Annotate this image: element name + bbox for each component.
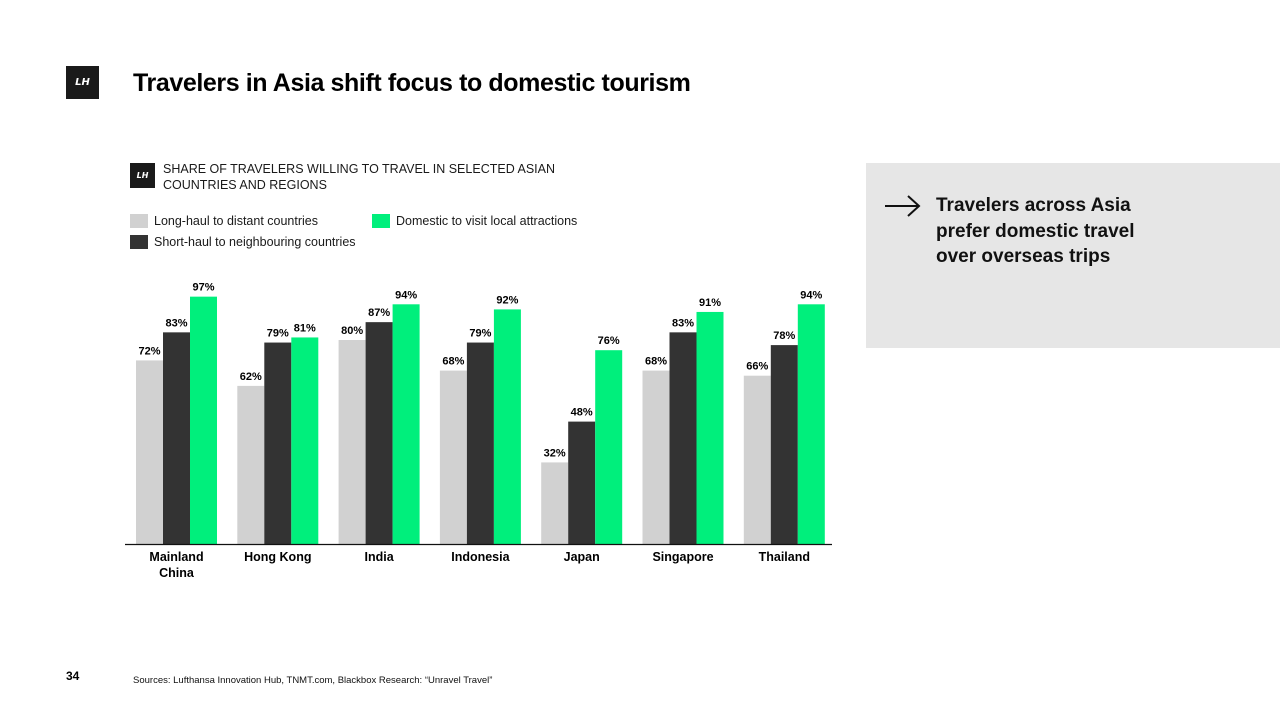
bar-value-label: 92% — [496, 294, 518, 306]
bar-6-2 — [797, 304, 825, 544]
bar-value-label: 83% — [165, 317, 187, 329]
chart-lh-logo: LH — [130, 163, 155, 188]
bar-0-1 — [163, 332, 190, 544]
bar-value-label: 81% — [294, 322, 316, 334]
bar-value-label: 94% — [395, 289, 417, 301]
sources-note: Sources: Lufthansa Innovation Hub, TNMT.… — [133, 675, 493, 686]
key-insight-panel: Travelers across Asia prefer domestic tr… — [866, 163, 1280, 348]
bar-2-0 — [338, 340, 366, 544]
bar-value-label: 48% — [571, 407, 593, 419]
bar-value-label: 79% — [469, 328, 491, 340]
bar-3-1 — [466, 342, 494, 544]
bar-value-label: 68% — [645, 356, 667, 368]
category-label: Mainland — [149, 550, 203, 564]
bar-4-0 — [541, 462, 569, 544]
category-label: Singapore — [652, 550, 713, 564]
category-label: Japan — [564, 550, 600, 564]
bar-5-1 — [669, 332, 697, 544]
bar-value-label: 87% — [368, 307, 390, 319]
legend-swatch-short-haul — [130, 235, 148, 249]
bar-value-label: 97% — [192, 282, 214, 294]
bar-value-label: 62% — [240, 371, 262, 383]
bar-1-2 — [291, 337, 319, 544]
bar-value-label: 78% — [773, 330, 795, 342]
key-insight-text: Travelers across Asia prefer domestic tr… — [936, 195, 1135, 267]
bar-5-2 — [696, 311, 724, 544]
legend-item-short-haul: Short-haul to neighbouring countries — [130, 235, 356, 249]
category-label: Hong Kong — [244, 550, 311, 564]
bar-value-label: 91% — [699, 297, 721, 309]
page-title: Travelers in Asia shift focus to domesti… — [133, 69, 691, 97]
bar-3-0 — [439, 370, 467, 544]
bar-value-label: 76% — [598, 335, 620, 347]
chart-title: SHARE OF TRAVELERS WILLING TO TRAVEL IN … — [163, 162, 556, 192]
legend-label-long-haul: Long-haul to distant countries — [154, 214, 318, 228]
bar-2-2 — [392, 304, 420, 544]
legend-label-domestic: Domestic to visit local attractions — [396, 214, 578, 228]
bar-5-0 — [642, 370, 670, 544]
page-number: 34 — [66, 669, 80, 683]
bar-1-0 — [237, 385, 265, 544]
bar-4-1 — [568, 421, 596, 544]
legend-swatch-long-haul — [130, 214, 148, 228]
category-label: China — [159, 566, 195, 580]
bar-value-label: 79% — [267, 328, 289, 340]
bar-0-0 — [136, 360, 163, 544]
category-label: India — [365, 550, 395, 564]
bar-1-1 — [264, 342, 292, 544]
legend-label-short-haul: Short-haul to neighbouring countries — [154, 235, 356, 249]
lh-logo: LH — [66, 66, 99, 99]
arrow-right-icon — [885, 195, 921, 217]
bar-value-label: 66% — [746, 361, 768, 373]
legend-item-long-haul: Long-haul to distant countries — [130, 214, 318, 228]
bar-value-label: 72% — [138, 345, 160, 357]
bar-value-label: 80% — [341, 325, 363, 337]
bar-2-1 — [365, 322, 393, 544]
legend-swatch-domestic — [372, 214, 390, 228]
bar-6-1 — [770, 345, 798, 544]
bar-value-label: 68% — [442, 356, 464, 368]
bar-value-label: 94% — [800, 289, 822, 301]
category-label: Thailand — [759, 550, 810, 564]
bar-3-2 — [493, 309, 521, 544]
bar-0-2 — [190, 296, 217, 544]
bar-value-label: 32% — [544, 447, 566, 459]
legend-item-domestic: Domestic to visit local attractions — [372, 214, 577, 228]
category-label: Indonesia — [451, 550, 510, 564]
bar-value-label: 83% — [672, 317, 694, 329]
bar-4-2 — [595, 350, 623, 544]
bar-6-0 — [743, 375, 771, 544]
